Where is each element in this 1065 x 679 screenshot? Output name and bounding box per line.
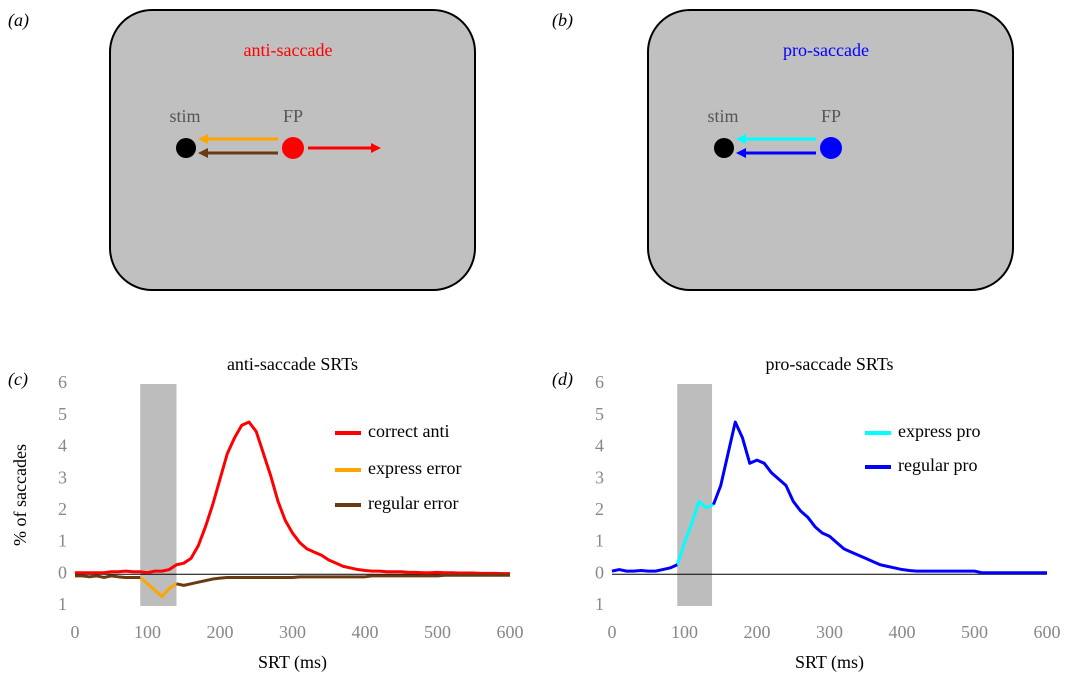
panel-title: anti-saccade <box>244 40 333 60</box>
data-line <box>611 420 1047 575</box>
data-line <box>675 499 715 566</box>
y-tick-label: 6 <box>595 372 604 392</box>
data-line <box>75 573 510 587</box>
y-tick-label: 3 <box>58 467 67 487</box>
stim-label: stim <box>169 106 200 126</box>
x-tick-label: 500 <box>961 622 988 642</box>
x-tick-label: 100 <box>671 622 698 642</box>
y-tick-label: 2 <box>58 499 67 519</box>
y-tick-label: 1 <box>58 594 67 614</box>
x-tick-label: 200 <box>744 622 771 642</box>
legend-label: correct anti <box>368 421 449 441</box>
x-tick-label: 300 <box>279 622 306 642</box>
y-tick-label: 6 <box>58 372 67 392</box>
fp-label: FP <box>821 106 841 126</box>
chart-title: pro-saccade SRTs <box>765 354 893 374</box>
x-tick-label: 600 <box>1034 622 1061 642</box>
shaded-window <box>677 384 713 606</box>
fixation-point <box>820 137 842 159</box>
y-tick-label: 1 <box>58 531 67 551</box>
stimulus <box>176 138 196 158</box>
y-tick-label: 4 <box>58 436 67 456</box>
stimulus <box>714 138 734 158</box>
panel-title: pro-saccade <box>783 40 869 60</box>
x-axis-label: SRT (ms) <box>258 652 327 673</box>
y-tick-label: 0 <box>595 562 604 582</box>
x-tick-label: 300 <box>816 622 843 642</box>
fp-label: FP <box>283 106 303 126</box>
x-tick-label: 500 <box>424 622 451 642</box>
y-tick-label: 5 <box>595 404 604 424</box>
legend-label: regular error <box>368 493 458 513</box>
chart-title: anti-saccade SRTs <box>227 354 358 374</box>
x-axis-label: SRT (ms) <box>795 652 864 673</box>
y-tick-label: 3 <box>595 467 604 487</box>
arrows <box>736 134 816 158</box>
y-axis-label: % of saccades <box>10 444 30 546</box>
x-tick-label: 200 <box>207 622 234 642</box>
x-tick-label: 600 <box>497 622 524 642</box>
data-line <box>139 576 178 598</box>
panel-label: (c) <box>8 369 28 390</box>
y-tick-label: 4 <box>595 436 604 456</box>
stim-label: stim <box>707 106 738 126</box>
y-tick-label: 2 <box>595 499 604 519</box>
x-tick-label: 0 <box>71 622 80 642</box>
y-tick-label: 0 <box>58 562 67 582</box>
legend-label: express error <box>368 458 461 478</box>
data-line <box>75 420 510 576</box>
arrows <box>198 134 381 158</box>
y-tick-label: 5 <box>58 404 67 424</box>
x-tick-label: 100 <box>134 622 161 642</box>
panel-label: (b) <box>552 10 573 31</box>
panel-label: (d) <box>552 369 573 390</box>
fixation-point <box>282 137 304 159</box>
panel-label: (a) <box>8 10 29 31</box>
y-tick-label: 1 <box>595 531 604 551</box>
x-tick-label: 400 <box>889 622 916 642</box>
y-tick-label: 1 <box>595 594 604 614</box>
legend-label: regular pro <box>898 455 977 475</box>
x-tick-label: 400 <box>352 622 379 642</box>
legend-label: express pro <box>898 421 980 441</box>
x-tick-label: 0 <box>608 622 617 642</box>
